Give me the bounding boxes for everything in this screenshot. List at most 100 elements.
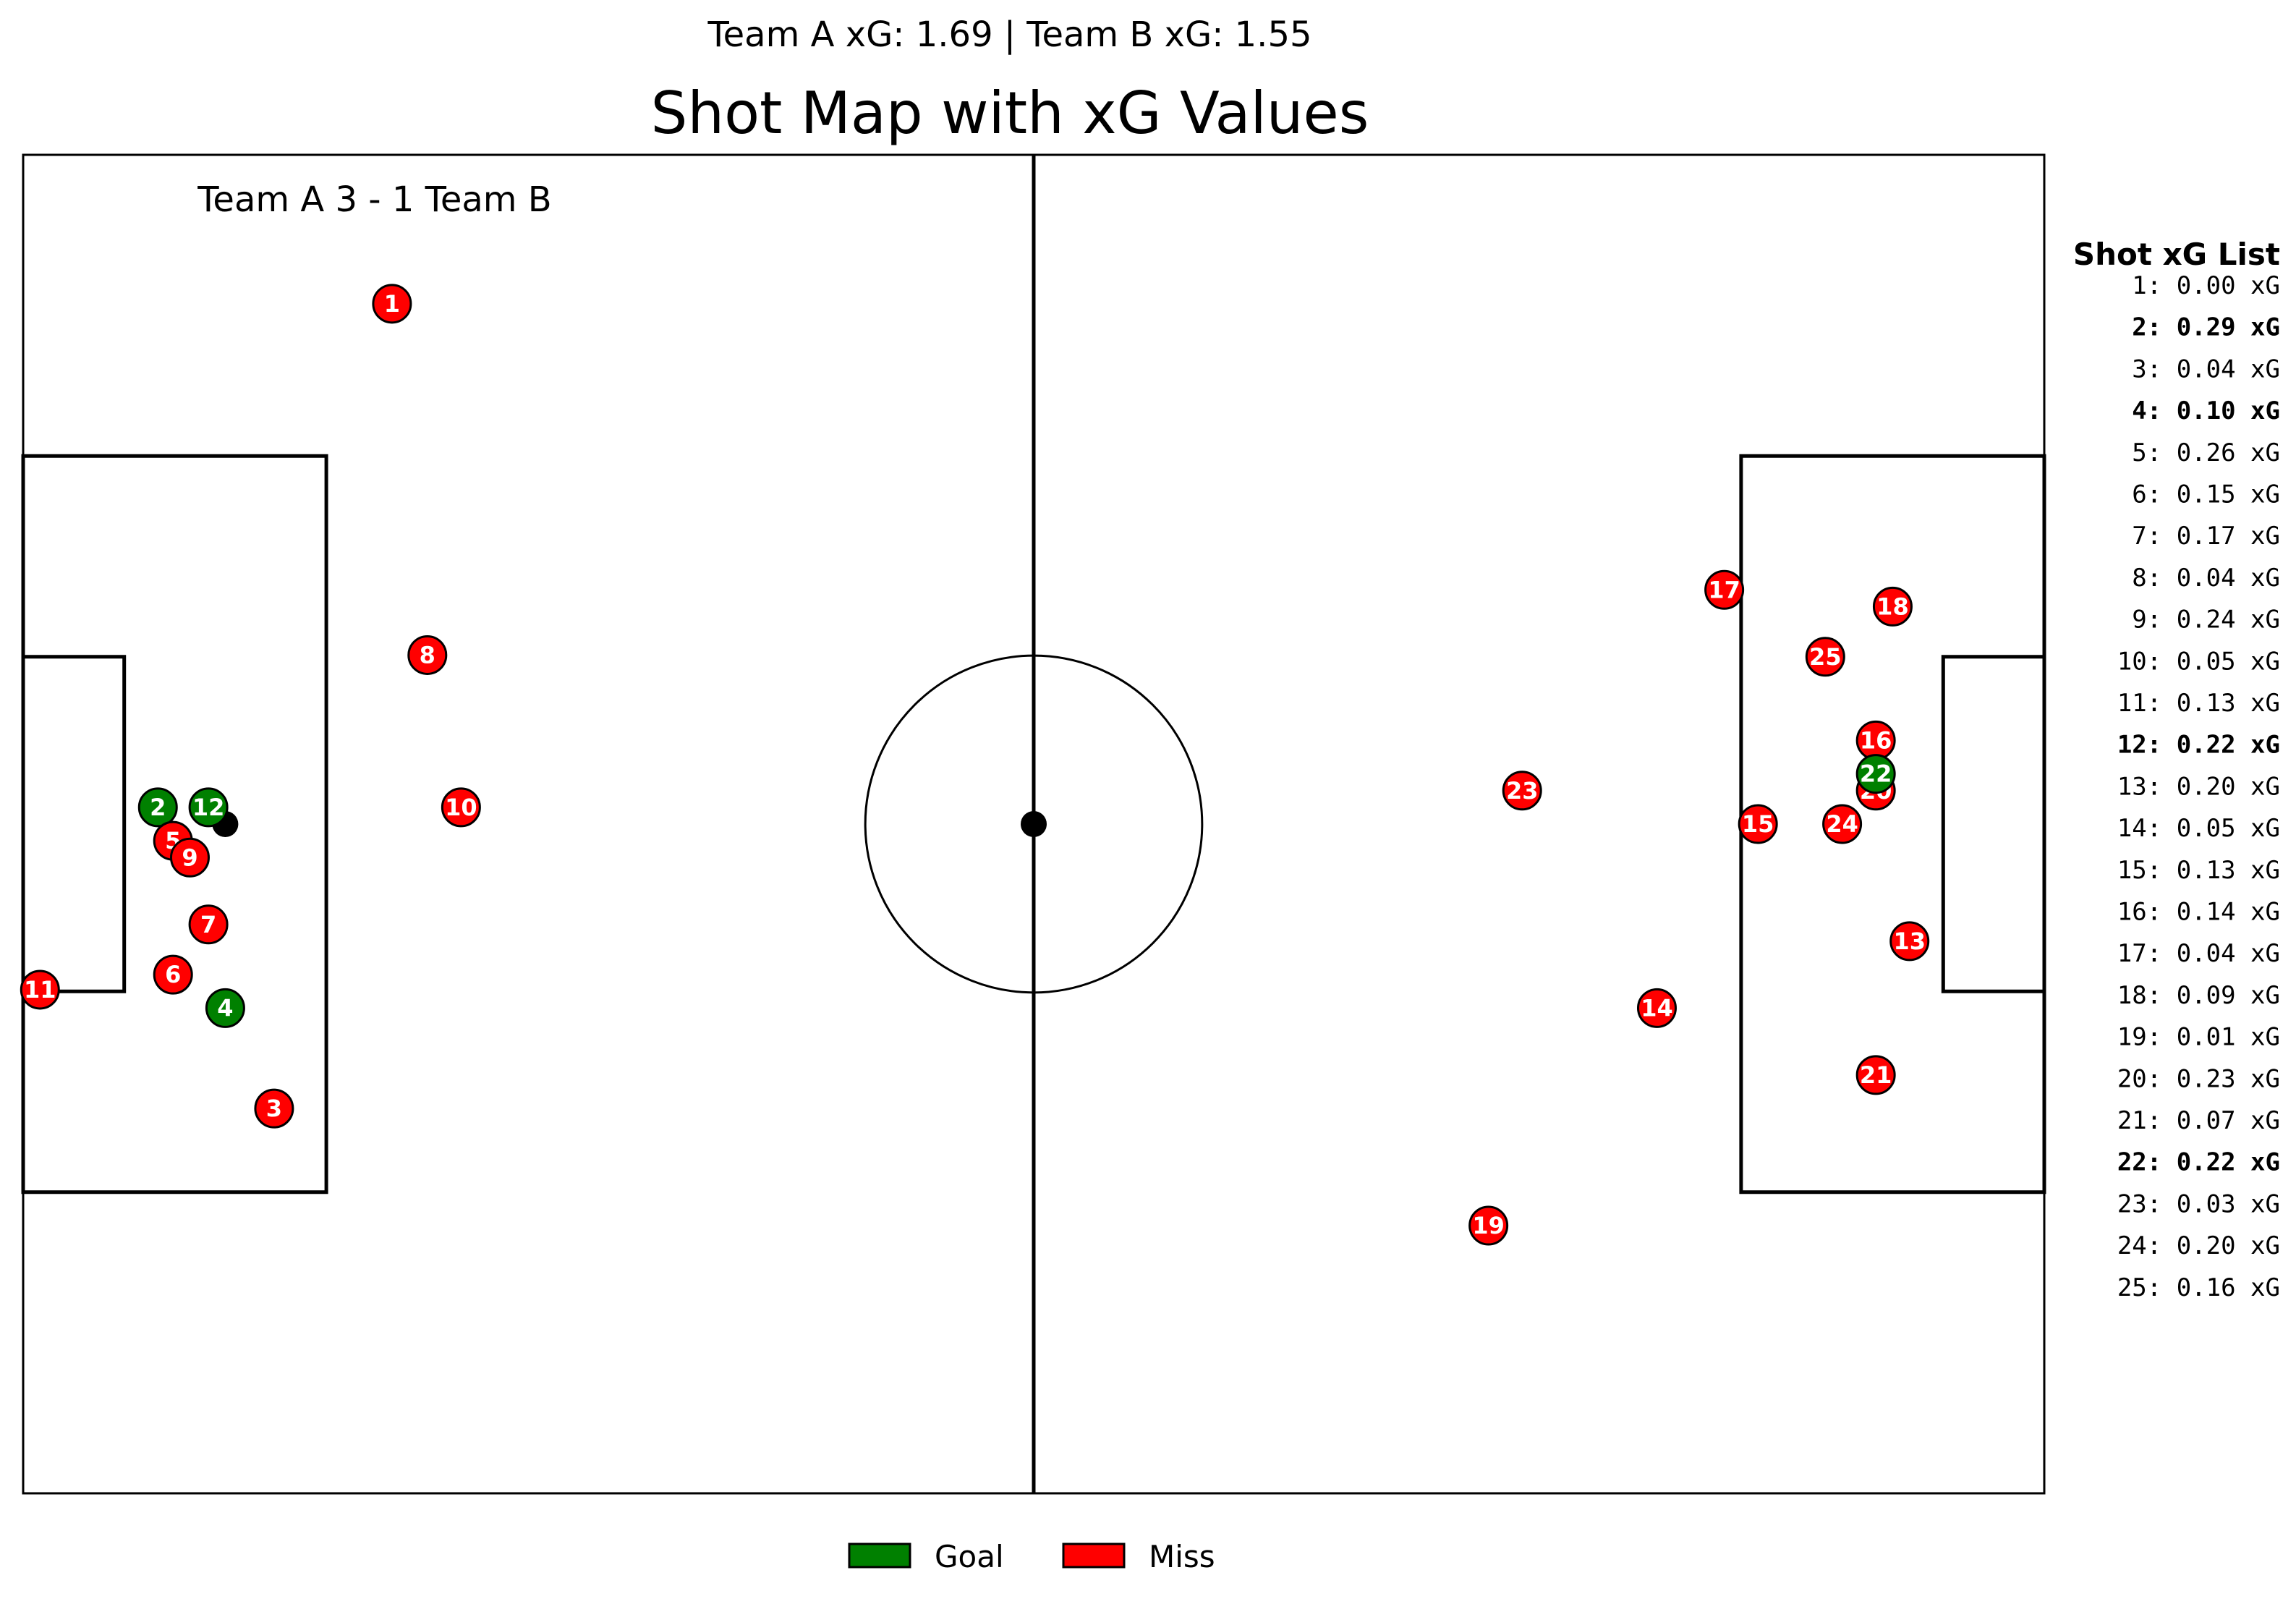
shot-number-label: 11 [24,976,56,1003]
shot-marker: 10 [441,787,481,828]
shot-point [407,635,448,675]
shot-number-label: 8 [420,641,435,669]
shot-list-item: 10: 0.05 xG [2117,647,2280,676]
shot-point [20,969,60,1010]
shot-marker: 3 [254,1088,294,1129]
shot-list-item: 5: 0.26 xG [2132,438,2280,467]
shot-marker: 24 [1822,804,1863,844]
shot-marker: 4 [205,988,245,1028]
shot-marker: 25 [1805,637,1845,677]
shot-point [205,988,245,1028]
legend-goal-label: Goal [935,1539,1004,1574]
shot-list-item: 3: 0.04 xG [2132,355,2280,383]
shot-marker: 14 [1636,988,1677,1028]
shot-list-item: 8: 0.04 xG [2132,564,2280,593]
shot-point [137,787,178,828]
shot-number-label: 14 [1641,994,1673,1022]
shot-number-label: 9 [182,844,197,871]
shot-point [1502,771,1542,811]
shot-list-item: 13: 0.20 xG [2117,772,2280,801]
chart-title: Shot Map with xG Values [651,80,1369,147]
shot-marker: 18 [1872,586,1913,627]
shot-list-item: 22: 0.22 xG [2117,1148,2280,1177]
shot-marker: 8 [407,635,448,675]
shot-number-label: 1 [384,290,400,318]
shot-list-item: 2: 0.29 xG [2132,313,2280,342]
shot-number-label: 7 [200,911,216,938]
shot-point [1872,586,1913,627]
shot-marker: 7 [188,904,229,945]
shot-marker: 6 [153,954,193,995]
shot-marker: 15 [1738,804,1778,844]
shot-point [441,787,481,828]
right-six-yard-box [1941,655,2046,993]
shot-point [1704,569,1745,610]
shot-point [1822,804,1863,844]
shot-point [188,787,229,828]
shot-list-item: 20: 0.23 xG [2117,1064,2280,1093]
shot-list-item: 18: 0.09 xG [2117,981,2280,1010]
shot-marker: 19 [1468,1205,1509,1246]
chart-subtitle: Team A xG: 1.69 | Team B xG: 1.55 [707,14,1311,55]
legend-miss-swatch [1062,1543,1126,1569]
shot-marker: 1 [372,284,412,324]
shot-number-label: 12 [192,794,225,821]
score-label: Team A 3 - 1 Team B [197,179,551,220]
shot-point [153,954,193,995]
shot-point [372,284,412,324]
shot-list-item: 15: 0.13 xG [2117,856,2280,885]
shot-marker: 12 [188,787,229,828]
shot-point [1855,754,1896,794]
shot-number-label: 16 [1860,726,1892,754]
shot-point [254,1088,294,1129]
shot-number-label: 15 [1742,810,1774,838]
shot-marker: 13 [1889,921,1930,962]
shot-point [1468,1205,1509,1246]
shot-list-item: 23: 0.03 xG [2117,1189,2280,1218]
shot-number-label: 2 [150,794,166,821]
shot-marker: 9 [170,837,211,878]
shot-list-item: 16: 0.14 xG [2117,898,2280,927]
shot-list-item: 7: 0.17 xG [2132,522,2280,551]
shot-list-item: 19: 0.01 xG [2117,1023,2280,1052]
shot-point [1738,804,1778,844]
left-six-yard-box [21,655,127,993]
shot-marker: 17 [1704,569,1745,610]
shot-list-item: 14: 0.05 xG [2117,814,2280,843]
legend-goal-swatch [848,1543,911,1569]
shot-list-item: 11: 0.13 xG [2117,689,2280,718]
shot-point [1889,921,1930,962]
center-circle [864,654,1204,994]
shot-xg-list: 1: 0.00 xG 2: 0.29 xG 3: 0.04 xG 4: 0.10 xG… [2117,271,2280,1302]
shot-number-label: 18 [1876,593,1909,620]
shot-point [170,837,211,878]
shot-point [188,904,229,945]
shot-marker: 16 [1855,720,1896,760]
shot-list-item: 24: 0.20 xG [2117,1231,2280,1260]
shot-point [1805,637,1845,677]
shot-list-item: 17: 0.04 xG [2117,939,2280,968]
shot-marker: 22 [1855,754,1896,794]
shot-marker: 11 [20,969,60,1010]
shot-number-label: 19 [1472,1212,1505,1239]
shot-number-label: 17 [1708,576,1740,603]
center-spot [1021,811,1047,837]
shot-number-label: 13 [1893,928,1926,955]
shot-list-item: 9: 0.24 xG [2132,606,2280,635]
shot-list-item: 1: 0.00 xG [2132,271,2280,300]
shot-number-label: 6 [165,961,181,988]
shot-list-item: 4: 0.10 xG [2132,396,2280,425]
shot-number-label: 25 [1809,643,1842,671]
shot-markers: 1234567891011121314151617181920212223242… [20,284,1930,1246]
shot-point [1636,988,1677,1028]
shot-list-item: 25: 0.16 xG [2117,1273,2280,1302]
shot-number-label: 24 [1826,810,1858,838]
shot-number-label: 4 [217,994,233,1022]
shot-list-title: Shot xG List [2073,237,2280,272]
shot-marker: 23 [1502,771,1542,811]
shot-number-label: 10 [445,794,477,821]
shot-number-label: 23 [1506,777,1539,805]
shot-number-label: 22 [1860,760,1892,788]
shot-number-label: 21 [1860,1061,1892,1089]
